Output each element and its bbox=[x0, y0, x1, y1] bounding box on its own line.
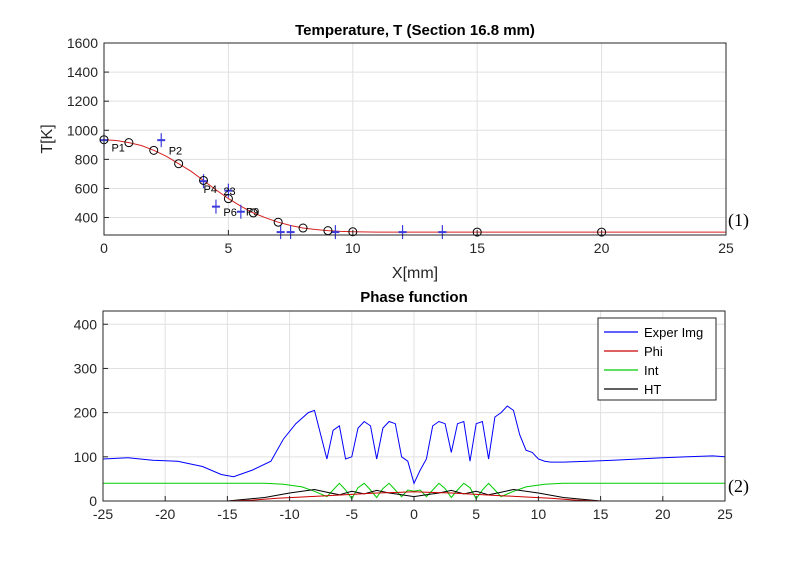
temperature-x-axis-label: X[mm] bbox=[392, 265, 438, 282]
phase-x-tick-label: -15 bbox=[217, 506, 237, 522]
point-label: P4 bbox=[204, 184, 217, 196]
phase-x-tick-label: 15 bbox=[593, 506, 609, 522]
circle-point bbox=[174, 159, 184, 169]
phase-chart-title: Phase function bbox=[360, 289, 468, 306]
temperature-y-tick-label: 1200 bbox=[67, 93, 98, 109]
phase-x-tick-label: 5 bbox=[472, 506, 480, 522]
measured-point bbox=[157, 133, 166, 148]
phase-ticks: -25 -20 -15 -10 -5 0 5 10 15 20 25 0 100 200 300 400 bbox=[74, 316, 733, 522]
phase-x-tick-label: -20 bbox=[155, 506, 175, 522]
circle-point bbox=[472, 227, 482, 237]
temperature-x-tick-label: 15 bbox=[469, 240, 485, 256]
circle-point bbox=[273, 217, 283, 227]
point-label: P1 bbox=[111, 142, 124, 154]
phase-x-tick-label: -5 bbox=[346, 506, 359, 522]
legend-label: HT bbox=[644, 382, 661, 397]
temperature-y-axis-label: T[K] bbox=[39, 124, 56, 153]
circle-point bbox=[348, 227, 358, 237]
temperature-y-tick-label: 400 bbox=[75, 210, 99, 226]
temperature-y-tick-label: 1400 bbox=[67, 64, 98, 80]
temperature-chart: P1 P2 P4 23 P6 P9 0 5 10 15 20 25 400 600 800 1000 1200… bbox=[39, 22, 749, 282]
temperature-y-tick-label: 600 bbox=[75, 180, 99, 196]
measured-point bbox=[398, 225, 407, 240]
phase-x-tick-label: 10 bbox=[531, 506, 547, 522]
point-label: P9 bbox=[246, 206, 259, 218]
temperature-panel-marker: (1) bbox=[728, 210, 749, 231]
circle-point bbox=[124, 138, 134, 148]
phase-panel-marker: (2) bbox=[728, 476, 749, 497]
legend-label: Phi bbox=[644, 344, 663, 359]
legend-label: Int bbox=[644, 363, 659, 378]
phase-y-tick-label: 400 bbox=[74, 316, 98, 332]
phase-x-tick-label: 0 bbox=[410, 506, 418, 522]
circle-point bbox=[597, 227, 607, 237]
temperature-series: P1 P2 P4 23 P6 P9 bbox=[99, 133, 726, 240]
temperature-y-tick-label: 1000 bbox=[67, 122, 98, 138]
circle-point bbox=[149, 145, 159, 155]
point-label: 23 bbox=[223, 186, 235, 198]
phase-y-tick-label: 300 bbox=[74, 360, 98, 376]
phase-y-tick-label: 200 bbox=[74, 405, 98, 421]
point-label: P6 bbox=[223, 207, 236, 219]
series-line-phi bbox=[103, 491, 725, 502]
temperature-y-tick-label: 800 bbox=[75, 151, 99, 167]
phase-function-chart: -25 -20 -15 -10 -5 0 5 10 15 20 25 0 100 200 300 400 Ph… bbox=[74, 289, 749, 522]
measured-point bbox=[331, 225, 340, 240]
temperature-axes-box bbox=[103, 42, 727, 236]
temperature-ticks: 0 5 10 15 20 25 400 600 800 1000 1200 1400 1600 bbox=[67, 35, 734, 256]
measured-point bbox=[224, 183, 233, 198]
circle-point bbox=[248, 208, 258, 218]
phase-y-tick-label: 100 bbox=[74, 449, 98, 465]
temperature-x-tick-label: 0 bbox=[100, 240, 108, 256]
temperature-x-tick-label: 20 bbox=[594, 240, 610, 256]
phase-y-tick-label: 0 bbox=[89, 493, 97, 509]
temperature-x-tick-label: 10 bbox=[345, 240, 361, 256]
temperature-chart-title: Temperature, T (Section 16.8 mm) bbox=[295, 22, 535, 39]
temperature-x-tick-label: 5 bbox=[225, 240, 233, 256]
measured-point bbox=[276, 225, 285, 240]
circle-point bbox=[199, 175, 209, 185]
phase-x-tick-label: 20 bbox=[655, 506, 671, 522]
temperature-y-tick-label: 1600 bbox=[67, 35, 98, 51]
temperature-fit-line bbox=[103, 139, 726, 233]
measured-point bbox=[438, 225, 447, 240]
phase-x-tick-label: -25 bbox=[93, 506, 113, 522]
phase-x-tick-label: 25 bbox=[717, 506, 733, 522]
measured-point bbox=[286, 225, 295, 240]
phase-x-tick-label: -10 bbox=[279, 506, 299, 522]
circle-point bbox=[298, 223, 308, 233]
temperature-plot-area bbox=[104, 43, 726, 235]
circle-point bbox=[223, 194, 233, 204]
temperature-x-tick-label: 25 bbox=[718, 240, 734, 256]
series-line-exper-img bbox=[102, 405, 726, 485]
legend-label: Exper Img bbox=[644, 325, 703, 340]
measured-point bbox=[236, 204, 245, 219]
point-label: P2 bbox=[169, 145, 182, 157]
measured-point bbox=[211, 199, 220, 214]
phase-legend: Exper Img Phi Int HT bbox=[597, 317, 717, 401]
